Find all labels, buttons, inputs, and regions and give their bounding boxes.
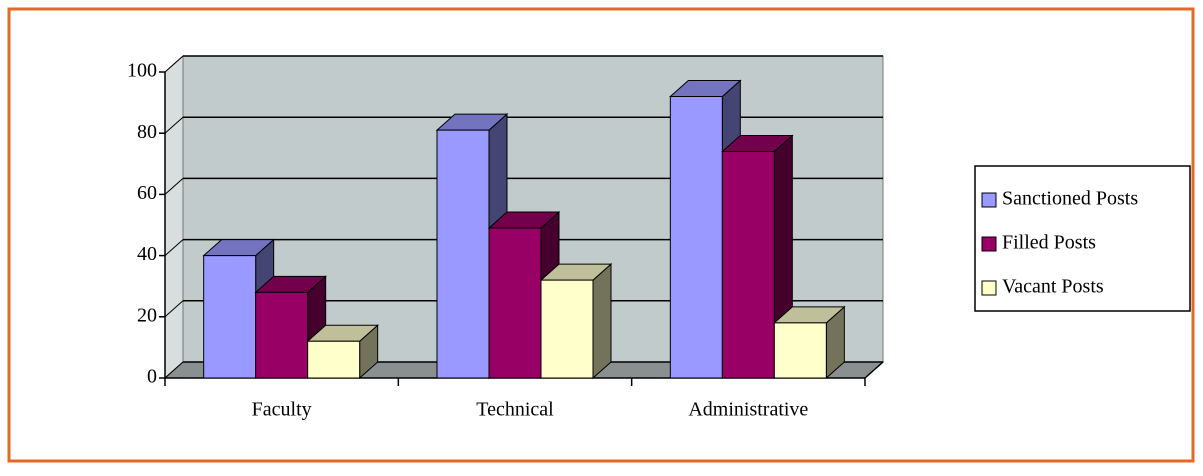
grid-line xyxy=(164,239,184,256)
bar-face xyxy=(540,279,594,379)
grid-line xyxy=(164,178,184,195)
y-tick-label: 80 xyxy=(137,121,157,143)
legend-label: Vacant Posts xyxy=(1002,276,1104,298)
bar-face xyxy=(307,340,361,379)
y-tick-label: 60 xyxy=(137,182,157,204)
bar xyxy=(539,262,613,380)
x-tick-label: Administrative xyxy=(688,399,808,421)
bar-face xyxy=(721,151,775,379)
grid-line xyxy=(164,55,184,73)
x-tick-label: Faculty xyxy=(252,399,312,421)
bar xyxy=(306,324,379,380)
grid-line xyxy=(164,116,184,134)
x-axis-depth xyxy=(864,361,884,379)
bar-face xyxy=(203,255,257,379)
bar-face xyxy=(592,262,612,380)
bar-face xyxy=(436,129,490,379)
x-tick-label: Technical xyxy=(476,399,554,421)
legend-label: Filled Posts xyxy=(1002,232,1096,254)
grid-line xyxy=(164,361,184,379)
bar-face xyxy=(773,322,827,379)
bar-face xyxy=(669,95,723,379)
legend-box xyxy=(974,165,1191,312)
grid-line xyxy=(164,300,184,318)
bar-face xyxy=(255,291,309,379)
legend-label: Sanctioned Posts xyxy=(1002,188,1138,210)
bar xyxy=(773,305,846,380)
legend-swatch xyxy=(981,192,997,208)
y-tick-label: 100 xyxy=(127,60,157,82)
y-tick-label: 20 xyxy=(137,304,157,326)
legend-swatch xyxy=(981,236,997,252)
bar xyxy=(721,134,794,380)
y-tick-label: 40 xyxy=(137,243,157,265)
legend-swatch xyxy=(981,280,997,296)
bar xyxy=(487,210,561,380)
y-tick-label: 0 xyxy=(147,366,157,388)
side-wall xyxy=(164,54,184,380)
bar-face xyxy=(488,227,542,379)
